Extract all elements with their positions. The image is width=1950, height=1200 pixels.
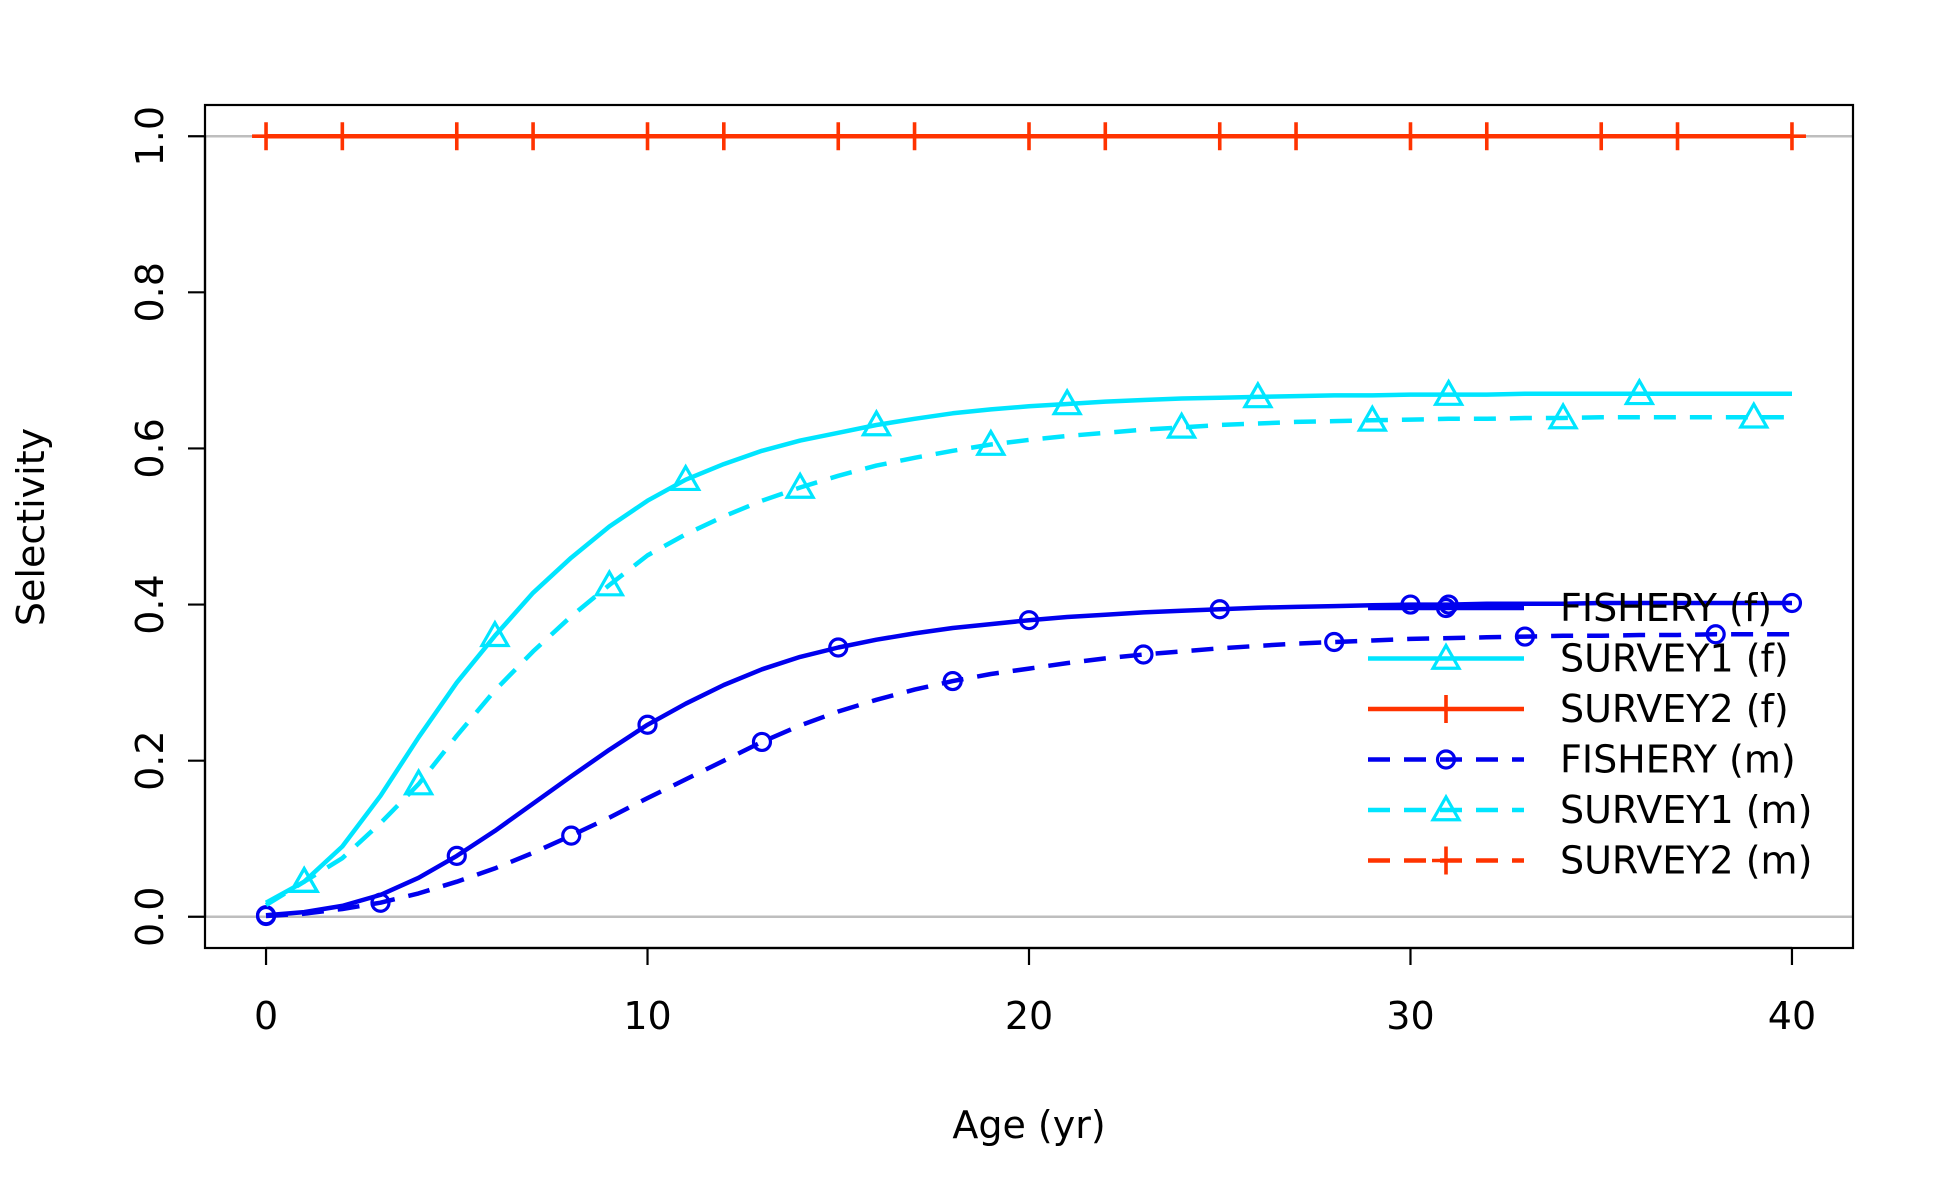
data-point-marker [1400,594,1421,615]
series-line [264,391,1792,905]
legend-marker [1432,695,1460,723]
data-point-marker [593,568,626,597]
data-point-marker [446,845,467,866]
legend-marker [1432,846,1460,875]
legend-label: SURVEY1 (f) [1560,637,1789,681]
data-point-marker [255,905,277,927]
data-point-marker [1242,380,1274,409]
data-point-marker [975,428,1007,456]
data-point-marker [637,714,658,735]
data-point-marker [1432,378,1465,406]
data-point-marker [860,408,893,437]
y-tick-label: 0.6 [128,418,172,478]
data-point-marker [1777,122,1806,151]
data-point-marker [1356,404,1389,432]
data-point-marker [784,471,816,499]
data-point-marker [828,637,849,658]
data-point-marker [942,670,963,692]
data-point-marker [1547,401,1579,430]
data-point-marker [1133,644,1154,665]
data-point-marker [370,892,391,913]
data-point-marker [1018,610,1040,631]
data-point-marker [479,619,511,648]
legend-item: FISHERY (f) [1368,586,1772,630]
y-tick-label: 0.8 [128,262,172,322]
data-point-marker [1738,400,1770,429]
legend-label: SURVEY2 (f) [1560,687,1789,731]
x-tick-label: 30 [1386,994,1434,1038]
data-point-marker [1514,626,1536,647]
y-tick-label: 0.2 [128,730,172,790]
data-point-marker [633,122,662,151]
series-survey2-m [266,122,1806,151]
data-point-marker [1438,594,1459,615]
y-tick-label: 0.4 [128,574,172,634]
data-point-marker [1623,377,1656,406]
data-point-marker [1015,122,1043,151]
series-layer [252,122,1806,927]
legend: FISHERY (f) SURVEY1 (f) SURVEY2 (f) FISHERY… [1368,586,1812,883]
y-tick-label: 0.0 [128,887,172,947]
data-point-marker [1324,631,1345,653]
data-point-marker [1209,599,1230,620]
plot-frame [203,103,1855,950]
x-tick-label: 20 [1005,994,1053,1038]
legend-item: FISHERY (m) [1368,738,1796,782]
data-point-marker [824,122,853,151]
legend-label: SURVEY2 (m) [1560,839,1812,883]
legend-label: FISHERY (m) [1560,738,1796,782]
legend-marker [1435,749,1457,770]
y-axis: 0.0 0.2 0.4 0.6 0.8 1.0 [128,106,207,947]
data-point-marker [402,767,435,796]
legend-marker [1430,642,1462,670]
data-point-marker [669,463,702,492]
legend-item: SURVEY2 (f) [1368,687,1789,731]
series-line [265,600,1792,918]
data-point-marker [561,825,582,846]
y-axis-label: Selectivity [9,428,53,626]
x-axis: 0 10 20 30 40 [254,946,1816,1038]
legend-marker [1435,597,1457,619]
data-point-marker [751,731,773,753]
data-point-marker [442,122,471,151]
x-tick-label: 40 [1768,994,1816,1038]
legend-item: SURVEY1 (f) [1368,637,1789,681]
legend-label: SURVEY1 (m) [1560,788,1812,832]
data-point-marker [1051,387,1083,416]
data-point-marker [1587,122,1616,151]
series-line [265,631,1792,919]
x-tick-label: 0 [254,994,278,1038]
data-point-marker [1781,592,1803,614]
y-tick-label: 1.0 [128,106,172,166]
series-survey1-m [264,400,1792,908]
series-fishery-m [255,624,1792,927]
legend-item: SURVEY1 (m) [1368,788,1812,832]
data-point-marker [1165,411,1198,439]
data-point-marker [1705,624,1726,645]
data-point-marker [1205,122,1234,151]
legend-label: FISHERY (f) [1560,586,1772,630]
data-point-marker [1396,122,1425,151]
x-tick-label: 10 [623,994,671,1038]
legend-marker [1430,793,1462,822]
legend-item: SURVEY2 (m) [1368,839,1812,883]
x-axis-label: Age (yr) [952,1103,1105,1147]
data-point-marker [288,865,320,894]
